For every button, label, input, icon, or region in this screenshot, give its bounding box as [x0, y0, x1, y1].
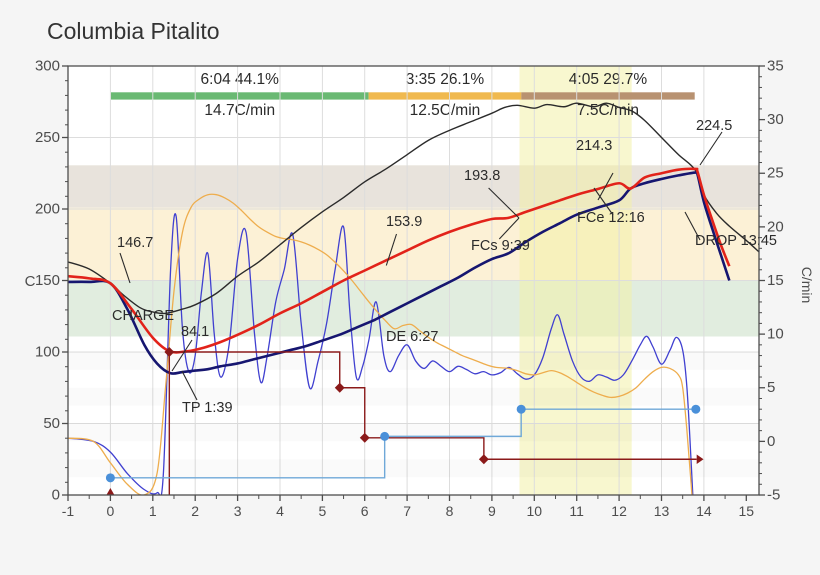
svg-text:0: 0 — [52, 487, 60, 504]
svg-text:6:04 44.1%: 6:04 44.1% — [201, 71, 280, 88]
svg-text:11: 11 — [569, 503, 584, 519]
svg-text:8: 8 — [446, 503, 454, 519]
svg-text:14: 14 — [696, 503, 712, 519]
svg-text:10: 10 — [767, 326, 784, 343]
svg-text:12.5C/min: 12.5C/min — [410, 102, 481, 119]
svg-text:15: 15 — [767, 272, 784, 289]
svg-text:214.3: 214.3 — [576, 138, 612, 154]
svg-text:30: 30 — [767, 111, 784, 128]
svg-text:4: 4 — [276, 503, 284, 519]
svg-text:-5: -5 — [767, 487, 780, 504]
svg-text:0: 0 — [767, 433, 775, 450]
svg-text:3: 3 — [234, 503, 242, 519]
svg-text:35: 35 — [767, 58, 784, 75]
svg-text:2: 2 — [191, 503, 199, 519]
svg-text:50: 50 — [43, 415, 60, 432]
svg-text:5: 5 — [319, 503, 327, 519]
svg-text:150: 150 — [35, 272, 60, 289]
svg-text:DE 6:27: DE 6:27 — [386, 329, 438, 345]
svg-text:4:05 29.7%: 4:05 29.7% — [569, 71, 648, 88]
svg-text:FCs 9:39: FCs 9:39 — [471, 238, 530, 254]
svg-text:0: 0 — [107, 503, 115, 519]
svg-text:TP 1:39: TP 1:39 — [182, 400, 233, 416]
svg-text:5: 5 — [767, 379, 775, 396]
svg-text:-1: -1 — [62, 503, 75, 519]
svg-text:153.9: 153.9 — [386, 214, 422, 230]
svg-text:193.8: 193.8 — [464, 168, 500, 184]
svg-text:300: 300 — [35, 58, 60, 75]
svg-text:224.5: 224.5 — [696, 118, 732, 134]
svg-text:100: 100 — [35, 344, 60, 361]
svg-text:250: 250 — [35, 129, 60, 146]
svg-text:FCe 12:16: FCe 12:16 — [577, 210, 645, 226]
svg-text:7: 7 — [403, 503, 411, 519]
svg-text:15: 15 — [739, 503, 755, 519]
svg-text:146.7: 146.7 — [117, 235, 153, 251]
svg-text:C/min: C/min — [799, 267, 815, 304]
svg-text:CHARGE: CHARGE — [112, 308, 174, 324]
svg-text:13: 13 — [654, 503, 670, 519]
svg-text:1: 1 — [149, 503, 157, 519]
svg-text:20: 20 — [767, 218, 784, 235]
svg-text:25: 25 — [767, 165, 784, 182]
svg-text:12: 12 — [611, 503, 627, 519]
svg-text:14.7C/min: 14.7C/min — [204, 102, 275, 119]
svg-text:10: 10 — [527, 503, 543, 519]
svg-text:DROP 13:45: DROP 13:45 — [695, 233, 777, 249]
svg-text:6: 6 — [361, 503, 369, 519]
svg-text:84.1: 84.1 — [181, 324, 209, 340]
svg-text:3:35 26.1%: 3:35 26.1% — [406, 71, 485, 88]
svg-text:9: 9 — [488, 503, 496, 519]
svg-text:200: 200 — [35, 201, 60, 218]
svg-text:C: C — [25, 273, 36, 290]
